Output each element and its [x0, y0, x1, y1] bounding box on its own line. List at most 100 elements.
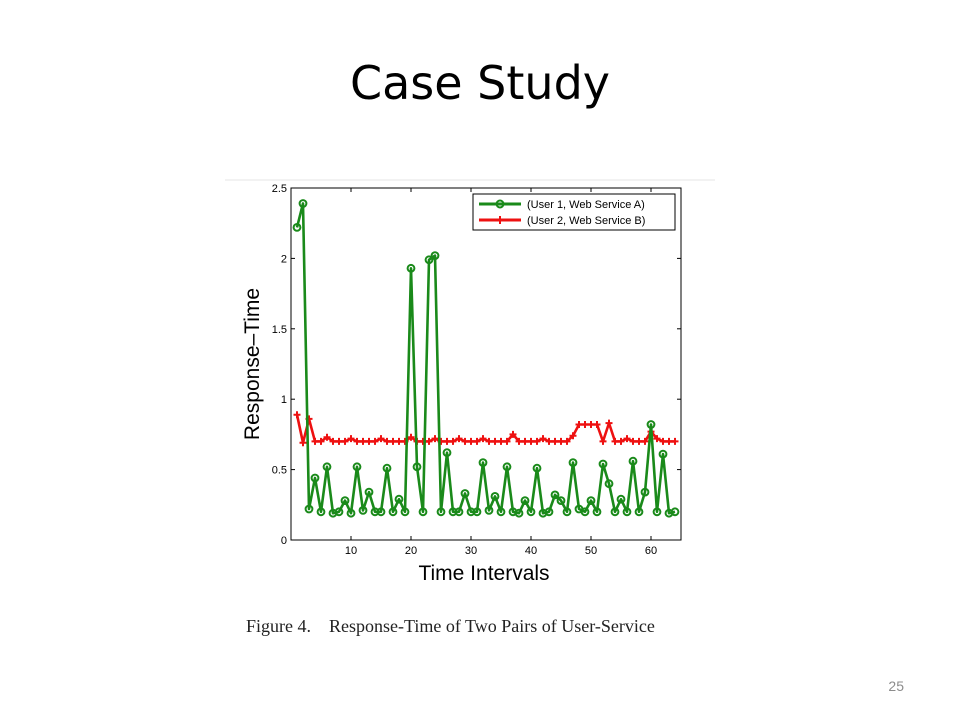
series-line-user1	[295, 202, 676, 515]
y-tick-label: 2.5	[272, 183, 287, 195]
data-point-user2	[515, 437, 523, 445]
data-point-user2	[659, 437, 667, 445]
y-tick-label: 0	[281, 535, 287, 547]
data-point-user2	[461, 437, 469, 445]
data-point-user2	[485, 437, 493, 445]
data-point-user2	[581, 421, 589, 428]
data-point-user1	[580, 507, 590, 517]
data-point-user1	[382, 463, 392, 473]
data-point-user1	[544, 507, 554, 517]
data-point-user2	[635, 437, 643, 445]
data-point-user2	[641, 437, 649, 445]
x-tick-label: 20	[405, 545, 417, 557]
data-point-user1	[532, 463, 542, 473]
data-point-user2	[665, 437, 673, 445]
data-point-user2	[431, 435, 439, 443]
legend-entry-user2: (User 2, Web Service B)	[527, 215, 645, 227]
data-point-user1	[634, 507, 644, 517]
data-point-user1	[490, 492, 500, 501]
x-tick-label: 10	[345, 545, 357, 557]
x-tick-label: 40	[525, 545, 537, 557]
data-point-user1	[628, 456, 638, 466]
data-point-user2	[617, 437, 625, 445]
data-point-user1	[496, 507, 506, 517]
data-point-user2	[455, 435, 463, 443]
data-point-user1	[610, 507, 620, 517]
data-point-user2	[377, 435, 385, 443]
data-point-user2	[473, 437, 481, 445]
data-point-user2	[395, 437, 403, 445]
y-tick-label: 2	[281, 253, 287, 265]
data-point-user2	[479, 435, 487, 443]
data-point-user2	[311, 437, 319, 445]
data-point-user1	[412, 462, 422, 472]
data-point-user1	[586, 496, 596, 506]
data-point-user1	[484, 506, 494, 515]
data-point-user2	[347, 435, 355, 443]
data-point-user1	[316, 507, 326, 517]
data-point-user2	[371, 437, 379, 445]
data-point-user1	[292, 223, 302, 232]
data-point-user2	[539, 435, 547, 443]
data-point-user1	[568, 458, 578, 468]
data-point-user2	[629, 437, 637, 445]
data-point-user1	[394, 494, 404, 504]
data-point-user2	[545, 437, 553, 445]
data-point-user2	[521, 437, 529, 445]
data-point-user2	[557, 437, 565, 445]
data-point-user1	[514, 508, 524, 518]
data-point-user1	[550, 490, 560, 500]
data-point-user1	[478, 458, 488, 468]
data-point-user1	[400, 507, 410, 517]
data-point-user2	[389, 437, 397, 445]
data-point-user1	[472, 507, 482, 517]
y-tick-label: 1	[281, 394, 287, 406]
legend-marker-user2	[496, 216, 504, 224]
x-axis-label: Time Intervals	[418, 562, 549, 585]
data-point-user2	[623, 435, 631, 443]
data-point-user2	[341, 437, 349, 445]
y-tick-label: 1.5	[272, 324, 287, 336]
data-point-user1	[352, 462, 362, 472]
data-point-user2	[587, 421, 595, 428]
data-point-user2	[293, 411, 301, 419]
x-tick-label: 30	[465, 545, 477, 557]
data-point-user2	[611, 437, 619, 445]
data-point-user1	[622, 507, 632, 517]
axis-ticks: 0 0.5 1 1.5 2 2.5 10 20 30 40 50 60	[272, 183, 681, 557]
data-point-user2	[593, 421, 601, 428]
data-point-user2	[527, 437, 535, 445]
data-point-user2	[365, 437, 373, 445]
data-point-user2	[575, 421, 583, 428]
data-point-user2	[491, 437, 499, 445]
y-tick-label: 0.5	[272, 465, 287, 477]
data-point-user2	[497, 437, 505, 445]
data-point-user1	[640, 487, 650, 497]
data-point-user2	[533, 437, 541, 445]
data-point-user1	[346, 508, 356, 518]
data-point-user1	[298, 199, 308, 208]
data-point-user1	[322, 462, 332, 472]
data-point-user1	[406, 263, 416, 273]
response-time-chart: 0 0.5 1 1.5 2 2.5 10 20 30 40 50 60 Response–Time T…	[225, 179, 715, 585]
data-point-user2	[509, 430, 517, 438]
data-point-user1	[358, 506, 368, 515]
data-point-user2	[425, 437, 433, 445]
figure-caption: Figure 4. Response-Time of Two Pairs of …	[246, 616, 655, 636]
data-point-user2	[653, 435, 661, 443]
data-point-user1	[646, 420, 656, 429]
data-point-user1	[670, 507, 680, 517]
data-point-user1	[364, 487, 374, 497]
data-point-user2	[569, 432, 577, 440]
data-point-user1	[418, 507, 428, 517]
data-point-user1	[556, 496, 566, 506]
legend-box	[472, 193, 676, 231]
data-point-user1	[340, 496, 350, 506]
x-tick-label: 50	[585, 545, 597, 557]
data-point-user1	[658, 449, 668, 459]
legend-entry-user1: (User 1, Web Service A)	[527, 199, 645, 211]
data-point-user1	[502, 462, 512, 472]
data-series	[292, 199, 680, 518]
data-point-user1	[430, 251, 440, 260]
data-point-user1	[388, 507, 398, 517]
